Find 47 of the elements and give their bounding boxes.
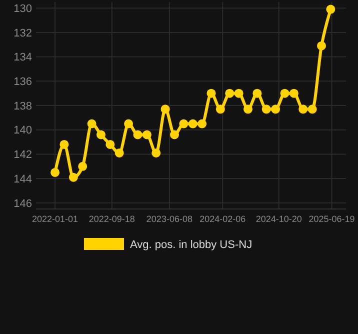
point (188, 119, 198, 128)
point (106, 140, 115, 149)
point (206, 88, 216, 98)
x-tick-label: 2022-09-18 (88, 214, 135, 224)
point (225, 88, 234, 98)
point (243, 104, 252, 114)
x-tick-label: 2024-10-20 (256, 214, 302, 224)
point (160, 104, 170, 114)
point (170, 130, 179, 140)
y-tick-label: 132 (14, 27, 32, 40)
point (179, 119, 188, 128)
point (60, 140, 69, 149)
point (96, 130, 106, 140)
point (50, 168, 60, 177)
y-tick-label: 144 (14, 173, 32, 186)
point (124, 119, 134, 128)
point (78, 162, 88, 171)
point (216, 104, 225, 114)
legend-label: Avg. pos. in lobby US-NJ (130, 238, 252, 251)
x-tick-label: 2024-02-06 (200, 214, 246, 224)
point (114, 148, 124, 158)
point (133, 130, 142, 140)
point (68, 172, 78, 182)
y-tick-label: 134 (14, 52, 32, 64)
point (298, 104, 308, 114)
point (142, 130, 152, 140)
point (262, 104, 271, 114)
point (152, 148, 161, 158)
point (326, 4, 336, 14)
point (308, 104, 317, 114)
point (317, 41, 326, 50)
y-tick-label: 146 (14, 198, 32, 210)
x-tick-label: 2025-06-19 (308, 214, 355, 224)
y-tick-label: 136 (14, 76, 32, 88)
y-tick-label: 130 (14, 2, 32, 15)
point (289, 88, 298, 98)
point (271, 104, 280, 114)
point (234, 88, 244, 98)
x-tick-label: 2022-01-01 (32, 214, 78, 224)
x-tick-label: 2023-06-08 (146, 214, 192, 224)
y-tick-label: 140 (14, 124, 32, 137)
point (280, 88, 290, 98)
y-tick-label: 142 (14, 149, 32, 162)
point (87, 119, 96, 128)
y-tick-label: 138 (14, 100, 32, 112)
point (252, 88, 262, 98)
point (198, 119, 207, 128)
